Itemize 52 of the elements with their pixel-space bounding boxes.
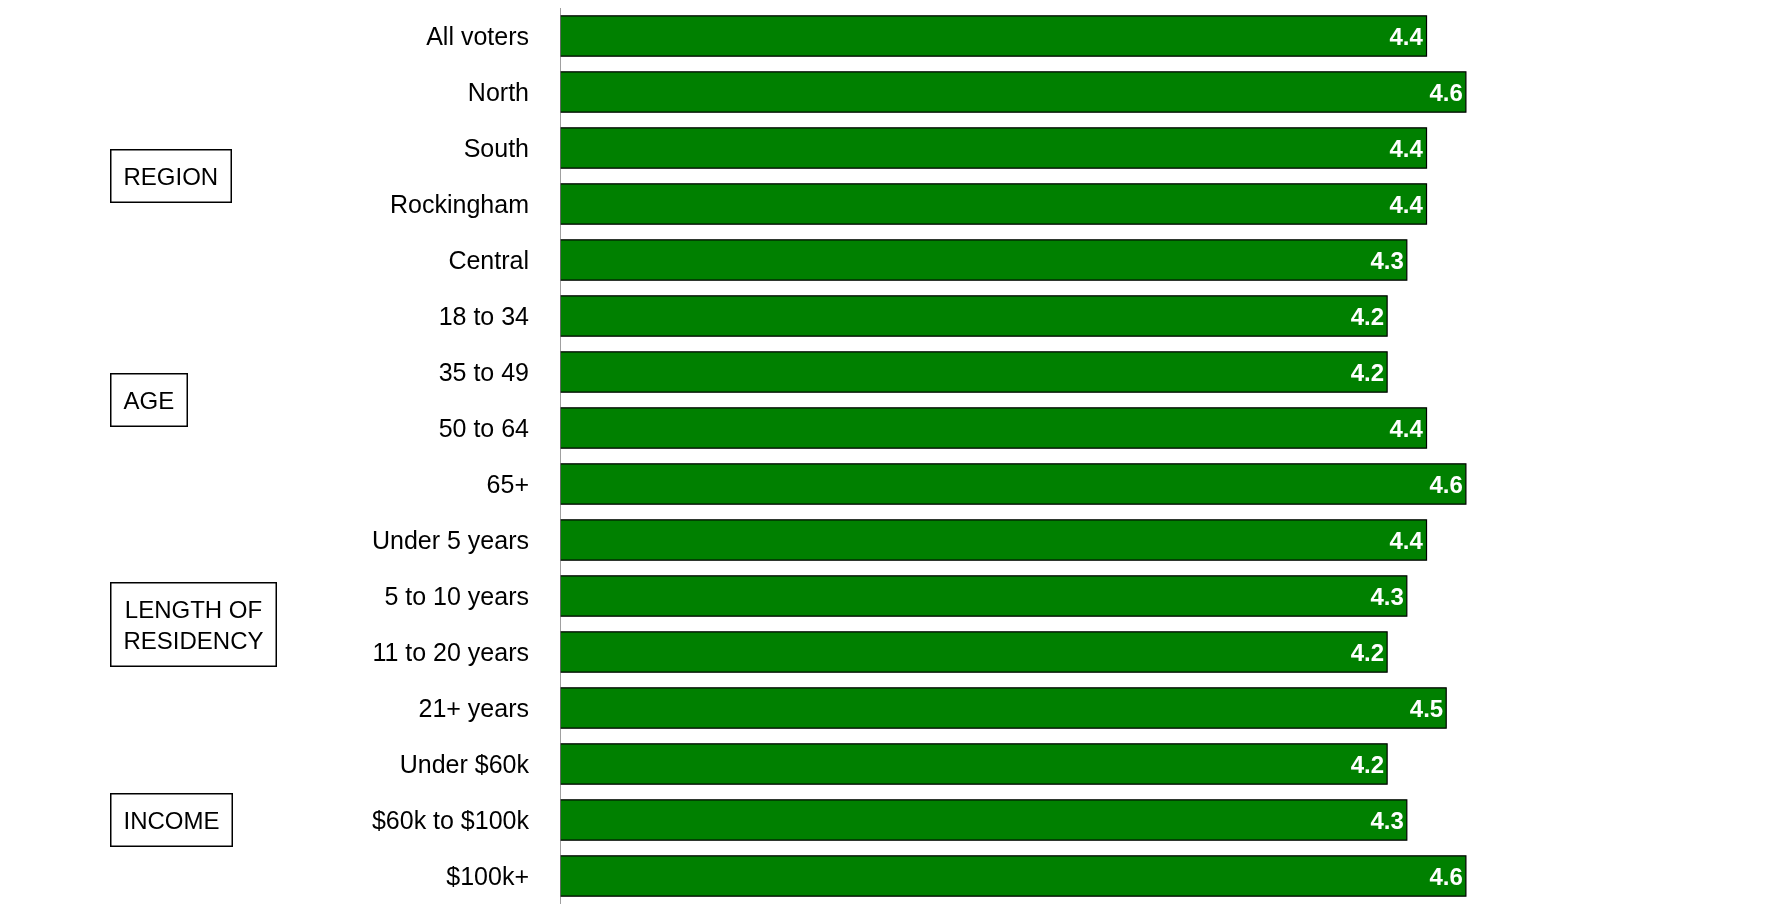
data-label: 4.4 bbox=[1389, 134, 1424, 162]
data-label: 4.3 bbox=[1370, 806, 1404, 834]
data-label: 4.4 bbox=[1389, 526, 1424, 554]
data-label: 4.2 bbox=[1350, 302, 1385, 330]
data-label: 4.4 bbox=[1389, 22, 1424, 50]
y-tick-label: 18 to 34 bbox=[438, 301, 530, 330]
bar bbox=[560, 351, 1388, 393]
text: INCOME bbox=[123, 806, 220, 834]
y-tick-label: 35 to 49 bbox=[438, 357, 529, 386]
text: LENGTH OF RESIDENCY bbox=[123, 595, 264, 654]
y-tick-label: 11 to 20 years bbox=[372, 637, 529, 666]
bar bbox=[560, 575, 1408, 617]
bar bbox=[560, 519, 1428, 561]
y-tick-label: Rockingham bbox=[390, 189, 529, 218]
y-tick-label: 65+ bbox=[486, 469, 529, 498]
y-tick-label: South bbox=[463, 133, 529, 162]
y-tick-label: Central bbox=[448, 245, 529, 274]
data-label: 4.3 bbox=[1370, 582, 1404, 610]
bar bbox=[560, 71, 1467, 113]
y-tick-label: $60k to $100k bbox=[371, 805, 530, 834]
data-label: 4.6 bbox=[1429, 862, 1463, 890]
data-label: 4.4 bbox=[1389, 414, 1424, 442]
text: REGION bbox=[123, 162, 219, 190]
bar bbox=[560, 743, 1388, 785]
bar bbox=[560, 631, 1388, 673]
bar bbox=[560, 295, 1388, 337]
y-tick-label: All voters bbox=[426, 21, 529, 50]
data-label: 4.2 bbox=[1350, 750, 1385, 778]
bar bbox=[560, 687, 1447, 729]
bar bbox=[560, 407, 1428, 449]
bar bbox=[560, 239, 1408, 281]
y-tick-label: $100k+ bbox=[446, 861, 529, 890]
text: AGE bbox=[123, 386, 175, 414]
bar bbox=[560, 799, 1408, 841]
y-tick-label: Under $60k bbox=[399, 749, 530, 778]
y-tick-label: 21+ years bbox=[418, 693, 529, 722]
data-label: 4.3 bbox=[1370, 246, 1404, 274]
data-label: 4.5 bbox=[1409, 694, 1444, 722]
bar bbox=[560, 463, 1467, 505]
y-tick-label: Under 5 years bbox=[371, 525, 529, 554]
bar bbox=[560, 183, 1428, 225]
y-tick-label: North bbox=[467, 77, 529, 106]
y-tick-label: 50 to 64 bbox=[438, 413, 530, 442]
data-label: 4.4 bbox=[1389, 190, 1424, 218]
data-label: 4.2 bbox=[1350, 358, 1385, 386]
data-label: 4.6 bbox=[1429, 78, 1463, 106]
bar bbox=[560, 127, 1428, 169]
y-tick-label: 5 to 10 years bbox=[384, 581, 529, 610]
bar bbox=[560, 15, 1428, 57]
data-label: 4.2 bbox=[1350, 638, 1385, 666]
data-label: 4.6 bbox=[1429, 470, 1463, 498]
bar bbox=[560, 855, 1467, 897]
